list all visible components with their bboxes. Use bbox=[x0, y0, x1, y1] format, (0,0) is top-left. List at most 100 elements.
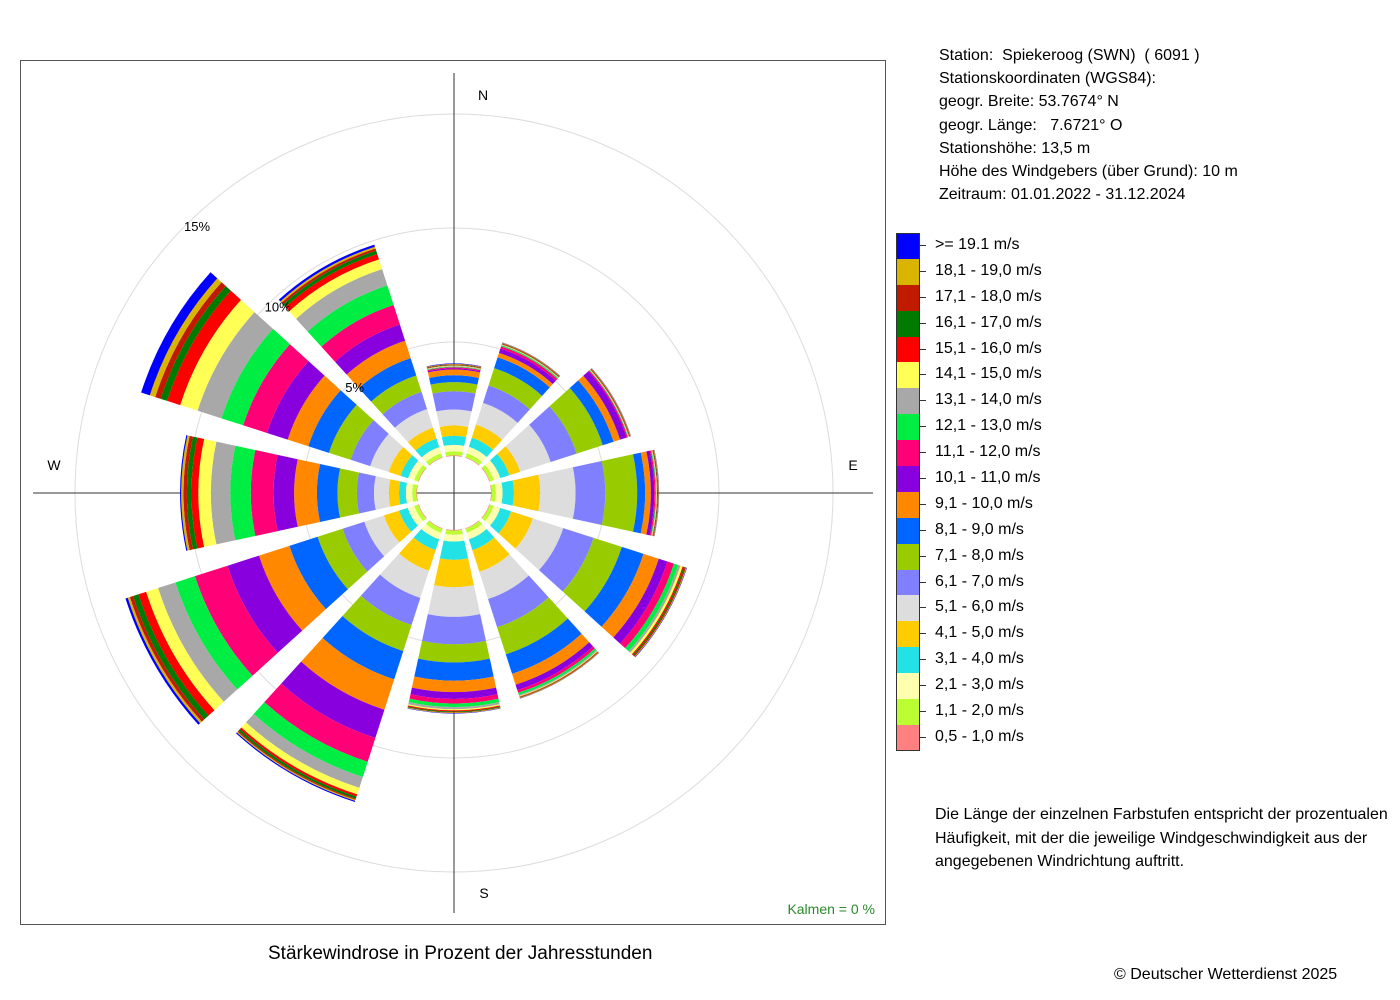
rose-segment bbox=[475, 402, 518, 440]
rose-segment bbox=[481, 464, 494, 482]
rose-segment bbox=[407, 706, 501, 713]
legend-swatch bbox=[896, 284, 920, 311]
rose-segment bbox=[421, 447, 442, 463]
legend-tick bbox=[920, 478, 926, 480]
rose-segment bbox=[321, 304, 400, 362]
rose-segment bbox=[414, 658, 494, 681]
legend-swatch bbox=[896, 233, 920, 259]
rose-segment bbox=[646, 450, 655, 536]
rose-segment bbox=[364, 515, 400, 557]
ring-label: 15% bbox=[184, 219, 210, 234]
rose-segment bbox=[346, 340, 411, 389]
legend-tick bbox=[920, 245, 926, 246]
rose-segment bbox=[250, 450, 278, 536]
rose-segment bbox=[569, 380, 614, 446]
rose-segment bbox=[301, 637, 395, 710]
rose-segment bbox=[481, 504, 494, 522]
legend-label: 16,1 - 17,0 m/s bbox=[935, 313, 1042, 331]
rose-segment bbox=[549, 388, 603, 454]
rose-segment bbox=[653, 449, 659, 537]
legend-swatch bbox=[896, 595, 920, 622]
legend-swatch bbox=[896, 310, 920, 337]
legend-swatch bbox=[896, 388, 920, 415]
station-name: Station: Spiekeroog (SWN) ( 6091 ) bbox=[939, 47, 1200, 64]
rose-segment bbox=[294, 459, 321, 527]
legend-swatch bbox=[896, 466, 920, 492]
rose-segment bbox=[394, 409, 434, 443]
rose-segment bbox=[382, 391, 428, 428]
rose-segment bbox=[287, 375, 341, 447]
legend-swatch bbox=[896, 414, 920, 441]
rose-segment bbox=[267, 361, 325, 440]
station-longitude: geogr. Länge: 7.6721° O bbox=[939, 116, 1123, 134]
rose-segment bbox=[465, 457, 480, 466]
rose-segment bbox=[427, 367, 481, 372]
rose-segment bbox=[654, 449, 660, 537]
rose-segment bbox=[400, 455, 419, 479]
rose-segment bbox=[360, 574, 421, 626]
rose-segment bbox=[407, 707, 501, 713]
legend-label: 18,1 - 19,0 m/s bbox=[935, 261, 1042, 279]
rose-segment bbox=[426, 363, 482, 368]
rose-segment bbox=[407, 427, 437, 451]
legend-tick bbox=[920, 452, 926, 454]
ring-label: 5% bbox=[345, 380, 364, 395]
legend-swatch bbox=[896, 517, 920, 544]
rose-segment bbox=[652, 449, 658, 537]
legend-label: 13,1 - 14,0 m/s bbox=[935, 391, 1042, 409]
rose-segment bbox=[494, 357, 550, 396]
rose-segment bbox=[158, 582, 238, 702]
legend-swatch bbox=[896, 699, 920, 725]
rose-segment bbox=[342, 595, 412, 652]
rose-segment bbox=[399, 507, 418, 532]
rose-segment bbox=[370, 433, 404, 473]
rose-segment bbox=[640, 451, 651, 535]
legend-label: 6,1 - 7,0 m/s bbox=[935, 572, 1024, 590]
rose-segment bbox=[428, 520, 443, 529]
rose-segment bbox=[418, 640, 490, 663]
rose-segment bbox=[427, 365, 481, 369]
rose-segment bbox=[416, 485, 418, 501]
rose-segment bbox=[497, 446, 521, 476]
legend-swatch bbox=[896, 336, 920, 363]
rose-segment bbox=[490, 453, 510, 479]
rose-segment bbox=[409, 694, 499, 704]
legend-swatch bbox=[896, 440, 920, 467]
rose-segment bbox=[328, 404, 374, 460]
rose-segment bbox=[625, 563, 679, 652]
rose-segment bbox=[285, 253, 379, 312]
rose-segment bbox=[500, 346, 558, 381]
rose-segment bbox=[613, 558, 668, 644]
rose-segment bbox=[481, 467, 490, 482]
legend-swatch bbox=[896, 724, 920, 751]
rose-segment bbox=[651, 450, 657, 536]
rose-segment bbox=[358, 358, 417, 402]
legend-label: 3,1 - 4,0 m/s bbox=[935, 650, 1024, 668]
rose-segment bbox=[253, 702, 368, 778]
rose-segment bbox=[515, 518, 564, 571]
legend-label: 14,1 - 15,0 m/s bbox=[935, 365, 1042, 383]
rose-segment bbox=[245, 713, 363, 788]
rose-segment bbox=[415, 438, 440, 458]
rose-segment bbox=[562, 537, 622, 612]
rose-segment bbox=[221, 328, 290, 426]
ring-label: 10% bbox=[265, 300, 291, 315]
rose-segment bbox=[283, 250, 378, 307]
legend-tick bbox=[920, 633, 926, 635]
rose-segment bbox=[322, 616, 404, 680]
rose-segment bbox=[129, 596, 205, 722]
rose-segment bbox=[481, 504, 490, 519]
legend-swatch bbox=[896, 362, 920, 389]
rose-segment bbox=[465, 453, 483, 466]
rose-segment bbox=[498, 348, 556, 385]
legend-tick bbox=[920, 685, 926, 687]
station-period: Zeitraum: 01.01.2022 - 31.12.2024 bbox=[939, 186, 1186, 204]
rose-segment bbox=[439, 540, 469, 560]
rose-segment bbox=[497, 597, 568, 655]
rose-segment bbox=[273, 454, 298, 532]
legend-swatch bbox=[896, 543, 920, 570]
rose-segment bbox=[583, 371, 627, 440]
legend-label: 0,5 - 1,0 m/s bbox=[935, 727, 1024, 745]
rose-segment bbox=[180, 435, 188, 551]
legend-swatch bbox=[896, 491, 920, 518]
